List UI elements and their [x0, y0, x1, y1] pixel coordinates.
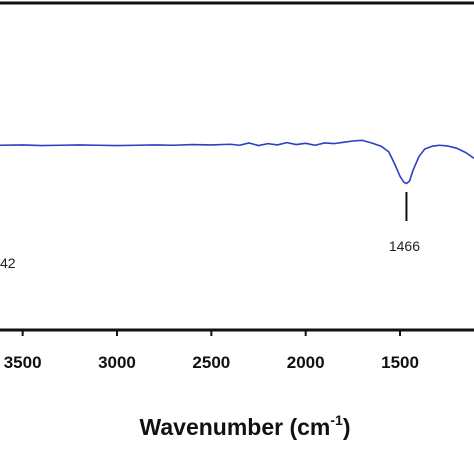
x-tick-label: 2000 [287, 353, 325, 372]
x-axis-label-end: ) [343, 414, 351, 440]
x-tick-label: 3000 [98, 353, 136, 372]
x-tick-label: 2500 [192, 353, 230, 372]
x-axis-label-sup: -1 [330, 412, 343, 428]
x-axis-label: Wavenumber (cm-1) [140, 412, 351, 440]
annotation: 1466 [389, 238, 420, 254]
x-tick-label: 3500 [4, 353, 42, 372]
x-axis-label-main: Wavenumber (cm [140, 414, 331, 440]
x-tick-label: 1500 [381, 353, 419, 372]
annotation: 42 [0, 255, 16, 271]
spectrum-line [0, 139, 474, 185]
